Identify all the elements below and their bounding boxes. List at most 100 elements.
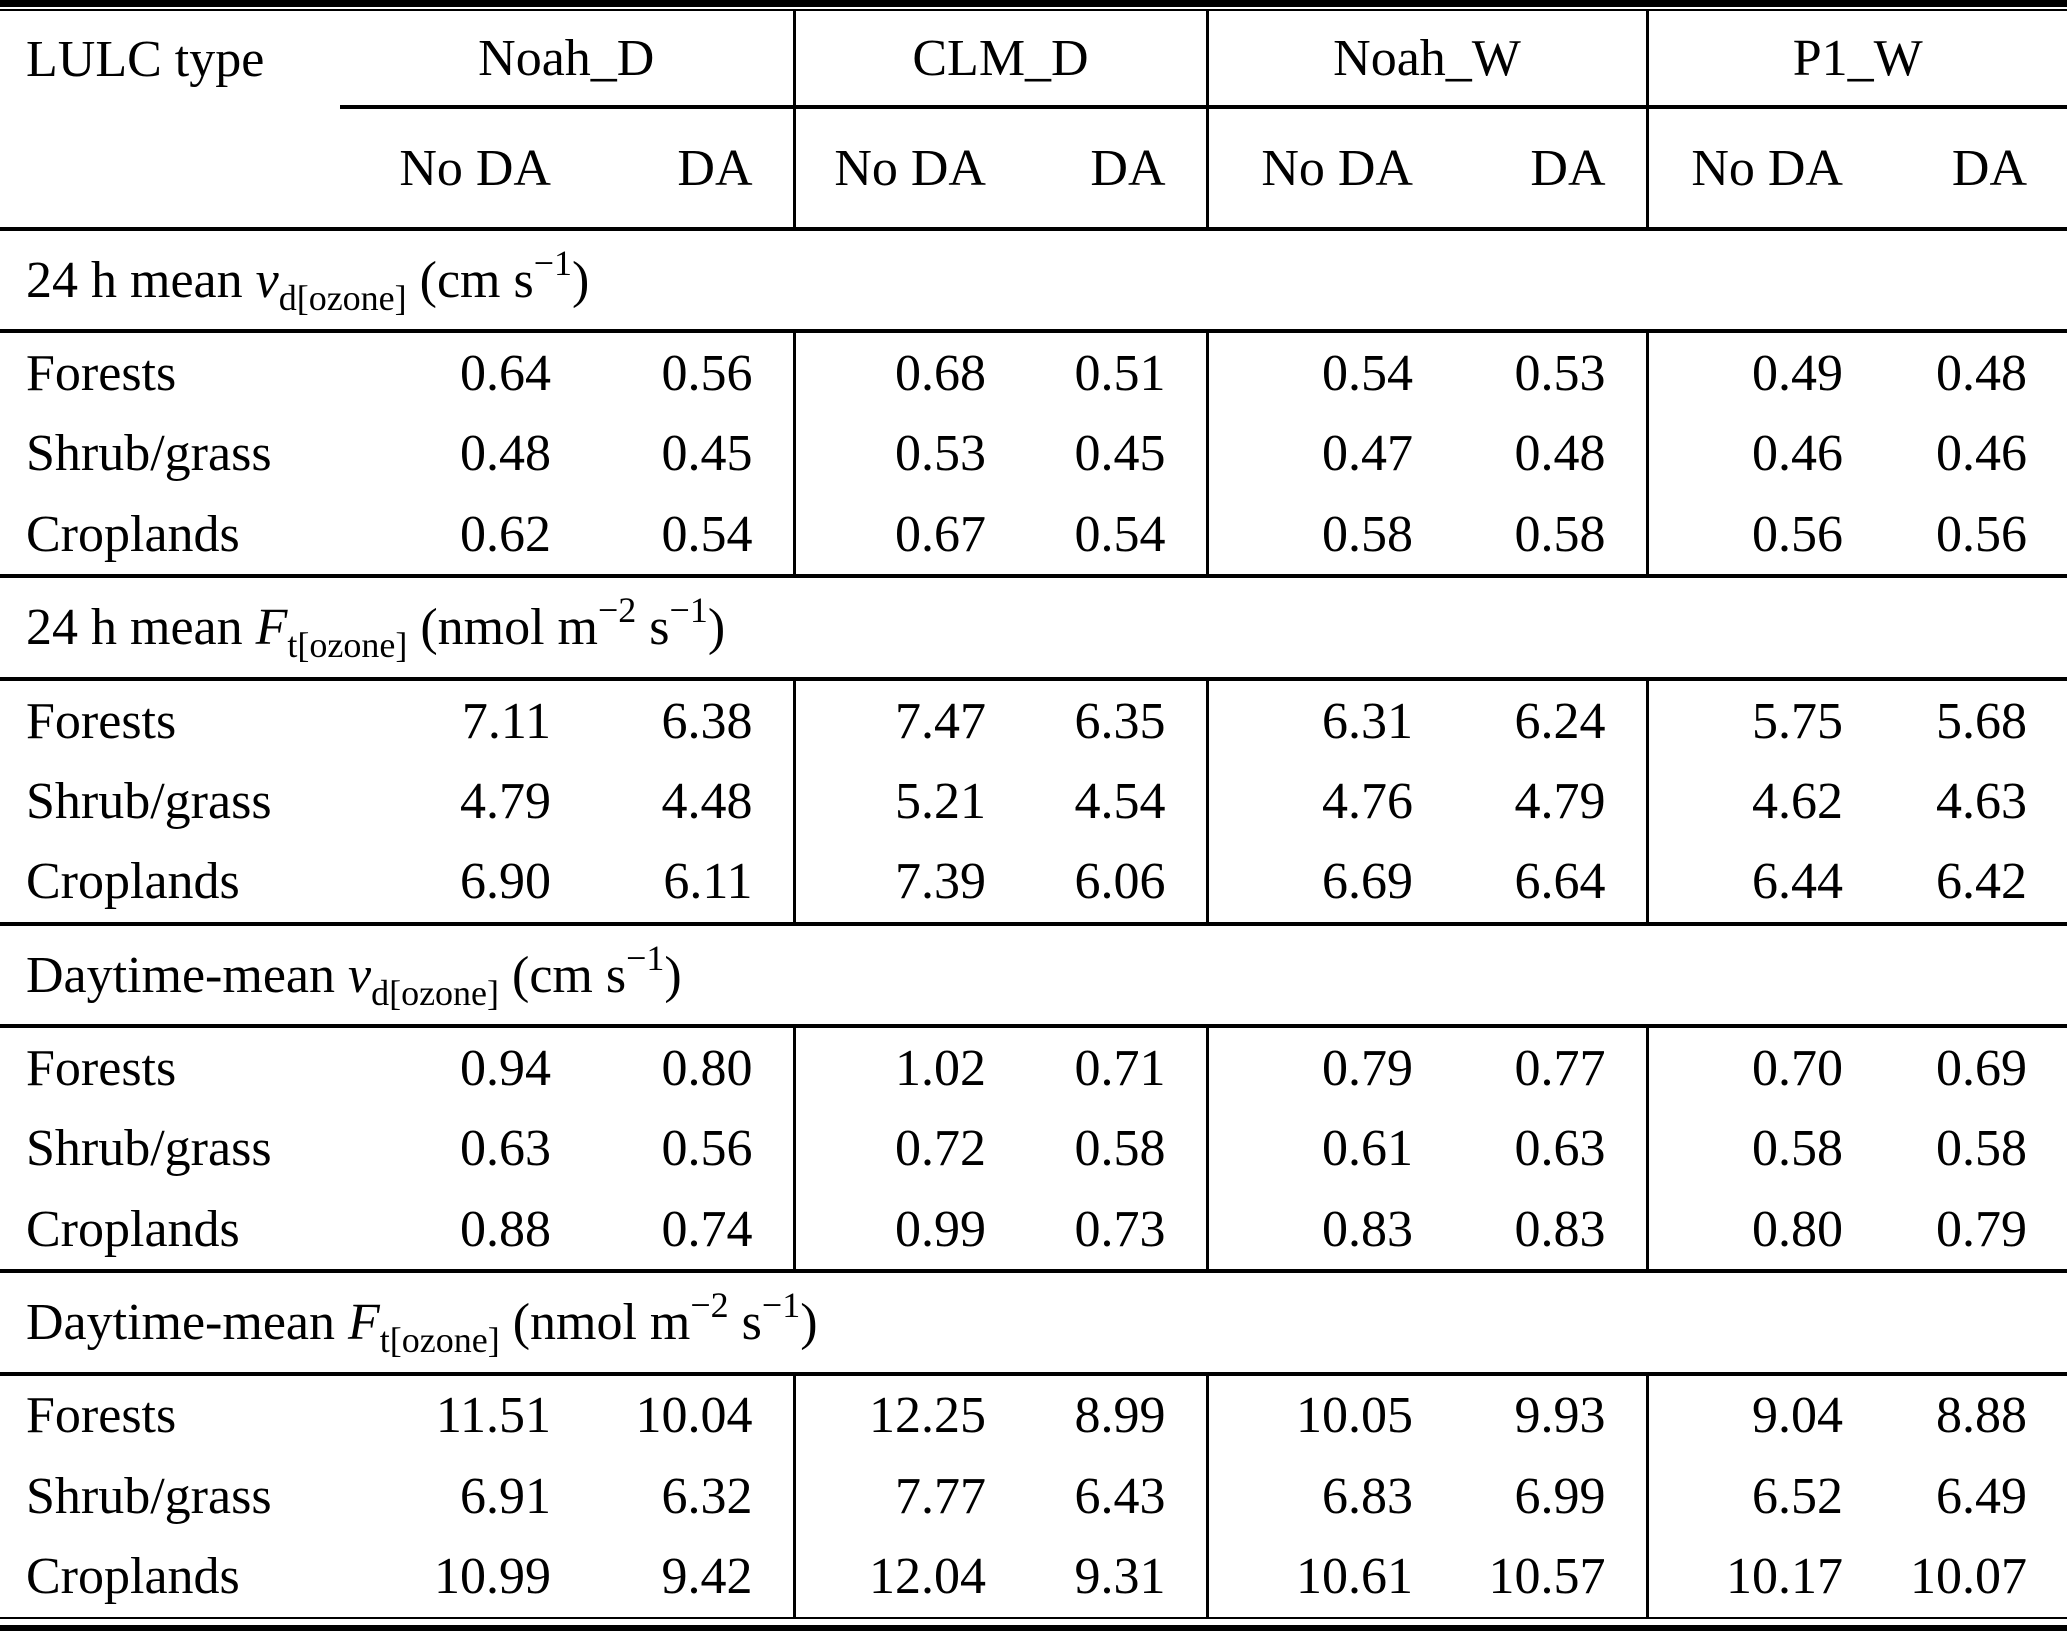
value-cell: 0.47: [1205, 413, 1427, 495]
value-cell: 6.91: [460, 1467, 551, 1525]
value-cell: 6.24: [1514, 692, 1606, 750]
section-title-segment: −2: [690, 1285, 729, 1326]
value-cell: 0.58: [1514, 505, 1606, 563]
row-label: Shrub/grass: [26, 425, 272, 483]
row-header-label: LULC type: [26, 30, 265, 88]
section-title-segment: (cm s: [406, 251, 534, 309]
section-title-row: Daytime-mean Ft[ozone] (nmol m−2 s−1): [0, 1269, 2067, 1376]
section-title-segment: ): [707, 599, 726, 657]
value-cell: 9.42: [661, 1548, 753, 1606]
section-title-segment: F: [255, 599, 288, 657]
table-row: Croplands 0.62 0.54 0.67 0.54 0.58 0.58 0.56 0.5…: [0, 494, 2067, 577]
section-title-segment: v: [255, 251, 279, 309]
row-label: Forests: [26, 1039, 177, 1097]
top-rule: [0, 3, 2067, 11]
section-title-segment: (nmol m: [407, 599, 598, 657]
row-label: Forests: [26, 692, 177, 750]
value-cell: 9.93: [1514, 1387, 1606, 1445]
value-cell: 4.62: [1645, 761, 1857, 842]
value-cell: 0.48: [1514, 425, 1606, 483]
value-cell: 0.58: [1205, 494, 1427, 577]
table-row: Croplands 0.88 0.74 0.99 0.73 0.83 0.83 0.80 0.7…: [0, 1189, 2067, 1272]
value-cell: 6.32: [661, 1467, 753, 1525]
value-cell: 5.68: [1936, 692, 2027, 750]
value-cell: 12.25: [792, 1373, 1000, 1457]
row-label: Forests: [26, 1387, 177, 1445]
value-cell: 0.56: [661, 345, 753, 403]
section-title: Daytime-mean Ft[ozone] (nmol m−2 s−1): [0, 1269, 2067, 1376]
subheader-da: DA: [1090, 139, 1166, 197]
value-cell: 0.79: [1205, 1026, 1427, 1109]
value-cell: 10.05: [1205, 1373, 1427, 1457]
value-cell: 5.21: [792, 761, 1000, 842]
row-label: Croplands: [26, 505, 240, 563]
section-title-row: Daytime-mean vd[ozone] (cm s−1): [0, 921, 2067, 1029]
value-cell: 6.43: [1074, 1467, 1166, 1525]
value-cell: 6.35: [1074, 692, 1166, 750]
section-title: Daytime-mean vd[ozone] (cm s−1): [0, 921, 2067, 1029]
value-cell: 6.31: [1205, 678, 1427, 762]
section-title-segment: −1: [626, 937, 665, 978]
value-cell: 6.52: [1645, 1456, 1857, 1537]
value-cell: 6.38: [661, 692, 753, 750]
value-cell: 0.99: [792, 1189, 1000, 1272]
value-cell: 0.67: [792, 494, 1000, 577]
value-cell: 0.48: [1936, 345, 2027, 403]
value-cell: 7.47: [792, 678, 1000, 762]
value-cell: 0.61: [1205, 1108, 1427, 1189]
value-cell: 0.54: [1205, 331, 1427, 414]
section-title-segment: Daytime-mean: [26, 1294, 348, 1352]
table-row: Forests 11.51 10.04 12.25 8.99 10.05 9.93 9.04 8…: [0, 1373, 2067, 1457]
value-cell: 0.70: [1645, 1026, 1857, 1109]
value-cell: 0.58: [1645, 1108, 1857, 1189]
value-cell: 0.58: [1936, 1120, 2027, 1178]
section-title-row: 24 h mean Ft[ozone] (nmol m−2 s−1): [0, 574, 2067, 681]
table-row: Shrub/grass 0.48 0.45 0.53 0.45 0.47 0.48 0.46 0…: [0, 413, 2067, 495]
section-title-segment: −1: [669, 590, 708, 631]
row-label: Shrub/grass: [26, 1467, 272, 1525]
table-row: Croplands 6.90 6.11 7.39 6.06 6.69 6.64 6.44 6.4…: [0, 841, 2067, 924]
value-cell: 0.45: [1074, 425, 1166, 483]
value-cell: 0.71: [1074, 1039, 1166, 1097]
value-cell: 6.69: [1205, 841, 1427, 924]
section-title-segment: s: [728, 1294, 762, 1352]
value-cell: 10.61: [1205, 1536, 1427, 1618]
group-header: P1_W: [1645, 10, 2067, 110]
subheader-no-da: No DA: [792, 107, 1000, 229]
group-header: CLM_D: [792, 10, 1207, 110]
value-cell: 11.51: [435, 1387, 551, 1445]
section-title-segment: 24 h mean: [26, 599, 256, 657]
value-cell: 0.88: [460, 1200, 551, 1258]
value-cell: 0.69: [1936, 1039, 2027, 1097]
row-label: Forests: [26, 345, 177, 403]
value-cell: 0.56: [661, 1120, 753, 1178]
value-cell: 0.45: [661, 425, 753, 483]
value-cell: 6.90: [460, 853, 551, 911]
row-label: Shrub/grass: [26, 1120, 272, 1178]
value-cell: 6.64: [1514, 853, 1606, 911]
value-cell: 5.75: [1645, 678, 1857, 762]
value-cell: 0.56: [1936, 505, 2027, 563]
value-cell: 0.80: [661, 1039, 753, 1097]
value-cell: 0.63: [460, 1120, 551, 1178]
value-cell: 0.46: [1936, 425, 2027, 483]
value-cell: 0.79: [1936, 1200, 2027, 1258]
table-row: Forests 7.11 6.38 7.47 6.35 6.31 6.24 5.75 5.68: [0, 678, 2067, 762]
subheader-da: DA: [1951, 139, 2027, 197]
section-title-segment: d[ozone]: [278, 277, 407, 318]
row-label: Croplands: [26, 1548, 240, 1606]
value-cell: 6.99: [1514, 1467, 1606, 1525]
value-cell: 4.54: [1074, 772, 1166, 830]
section-title-segment: t[ozone]: [287, 625, 408, 666]
bottom-rule: [0, 1616, 2067, 1628]
value-cell: 6.44: [1645, 841, 1857, 924]
table-row: Shrub/grass 4.79 4.48 5.21 4.54 4.76 4.79 4.62 4…: [0, 761, 2067, 842]
value-cell: 10.57: [1488, 1548, 1606, 1606]
value-cell: 10.99: [434, 1548, 551, 1606]
section-title-segment: F: [347, 1294, 380, 1352]
section-title-segment: ): [572, 251, 590, 309]
section-title-segment: (cm s: [499, 946, 627, 1004]
value-cell: 6.83: [1205, 1456, 1427, 1537]
table-row: Croplands 10.99 9.42 12.04 9.31 10.61 10.57 10.…: [0, 1536, 2067, 1618]
value-cell: 9.31: [1074, 1548, 1166, 1606]
